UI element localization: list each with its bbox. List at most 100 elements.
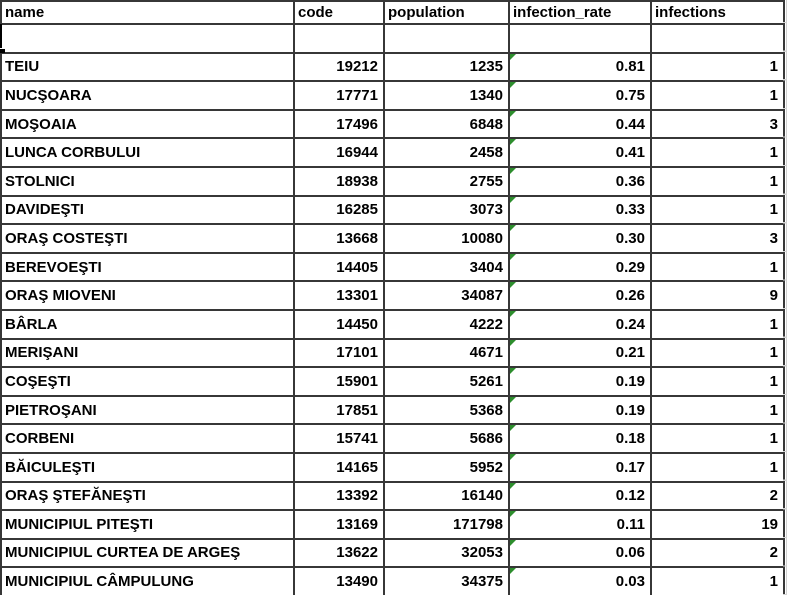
cell-population[interactable]: 34087 <box>383 280 510 311</box>
cell-code[interactable]: 19212 <box>293 51 385 83</box>
cell-name[interactable]: BĂICULEŞTI <box>0 451 295 483</box>
cell-infection-rate[interactable]: 0.19 <box>508 366 652 397</box>
cell-name[interactable]: STOLNICI <box>0 165 295 197</box>
cell-code[interactable]: 14165 <box>293 451 385 483</box>
cell-infection-rate[interactable]: 0.12 <box>508 480 652 512</box>
cell-infection-rate[interactable]: 0.30 <box>508 223 652 254</box>
cell-infections[interactable]: 1 <box>650 566 785 595</box>
cell-name[interactable]: ORAŞ COSTEŞTI <box>0 223 295 254</box>
cell-code[interactable]: 13169 <box>293 509 385 540</box>
cell-population[interactable]: 5368 <box>383 394 510 426</box>
cell-infections[interactable]: 1 <box>650 451 785 483</box>
cell-name[interactable]: ORAŞ MIOVENI <box>0 280 295 311</box>
cell-infections[interactable]: 1 <box>650 308 785 340</box>
cell-population[interactable]: 3073 <box>383 194 510 226</box>
cell-name[interactable]: PIETROŞANI <box>0 394 295 426</box>
cell-population[interactable]: 10080 <box>383 223 510 254</box>
cell-infections[interactable]: 1 <box>650 251 785 283</box>
cell-name[interactable]: NUCŞOARA <box>0 80 295 111</box>
cell-infection-rate[interactable]: 0.36 <box>508 165 652 197</box>
cell-population[interactable]: 32053 <box>383 537 510 569</box>
cell-population[interactable]: 1340 <box>383 80 510 111</box>
cell-infection-rate[interactable]: 0.44 <box>508 108 652 140</box>
cell-infections[interactable]: 1 <box>650 394 785 426</box>
cell-code[interactable]: 17771 <box>293 80 385 111</box>
cell-infection-rate[interactable]: 0.17 <box>508 451 652 483</box>
cell-infections[interactable]: 1 <box>650 80 785 111</box>
cell-name[interactable]: LUNCA CORBULUI <box>0 137 295 168</box>
column-header-infections[interactable]: infections <box>650 0 785 25</box>
cell-code[interactable]: 17101 <box>293 337 385 369</box>
cell-name[interactable]: DAVIDEŞTI <box>0 194 295 226</box>
cell-empty[interactable] <box>383 23 510 54</box>
cell-empty[interactable] <box>650 23 785 54</box>
cell-population[interactable]: 6848 <box>383 108 510 140</box>
column-header-code[interactable]: code <box>293 0 385 25</box>
cell-infections[interactable]: 2 <box>650 480 785 512</box>
cell-code[interactable]: 15901 <box>293 366 385 397</box>
column-header-name[interactable]: name <box>0 0 295 25</box>
cell-infections[interactable]: 19 <box>650 509 785 540</box>
cell-code[interactable]: 16944 <box>293 137 385 168</box>
cell-name[interactable]: ORAŞ ŞTEFĂNEŞTI <box>0 480 295 512</box>
cell-infection-rate[interactable]: 0.19 <box>508 394 652 426</box>
cell-infection-rate[interactable]: 0.75 <box>508 80 652 111</box>
cell-infections[interactable]: 3 <box>650 108 785 140</box>
cell-population[interactable]: 171798 <box>383 509 510 540</box>
cell-infection-rate[interactable]: 0.81 <box>508 51 652 83</box>
column-header-population[interactable]: population <box>383 0 510 25</box>
cell-code[interactable]: 13490 <box>293 566 385 595</box>
cell-empty[interactable] <box>293 23 385 54</box>
cell-code[interactable]: 13622 <box>293 537 385 569</box>
cell-name[interactable]: BÂRLA <box>0 308 295 340</box>
cell-infection-rate[interactable]: 0.26 <box>508 280 652 311</box>
cell-empty[interactable] <box>0 23 295 54</box>
cell-infection-rate[interactable]: 0.18 <box>508 423 652 454</box>
cell-empty[interactable] <box>508 23 652 54</box>
cell-name[interactable]: MOŞOAIA <box>0 108 295 140</box>
cell-population[interactable]: 5261 <box>383 366 510 397</box>
cell-name[interactable]: MUNICIPIUL CURTEA DE ARGEŞ <box>0 537 295 569</box>
cell-infection-rate[interactable]: 0.21 <box>508 337 652 369</box>
cell-name[interactable]: COŞEŞTI <box>0 366 295 397</box>
cell-infections[interactable]: 1 <box>650 337 785 369</box>
cell-population[interactable]: 4222 <box>383 308 510 340</box>
cell-infections[interactable]: 1 <box>650 366 785 397</box>
cell-population[interactable]: 16140 <box>383 480 510 512</box>
column-header-infection-rate[interactable]: infection_rate <box>508 0 652 25</box>
cell-infections[interactable]: 1 <box>650 165 785 197</box>
cell-infection-rate[interactable]: 0.06 <box>508 537 652 569</box>
cell-population[interactable]: 5952 <box>383 451 510 483</box>
cell-name[interactable]: MERIŞANI <box>0 337 295 369</box>
cell-code[interactable]: 13301 <box>293 280 385 311</box>
cell-population[interactable]: 4671 <box>383 337 510 369</box>
cell-infections[interactable]: 9 <box>650 280 785 311</box>
cell-code[interactable]: 13392 <box>293 480 385 512</box>
cell-infections[interactable]: 2 <box>650 537 785 569</box>
cell-population[interactable]: 5686 <box>383 423 510 454</box>
cell-population[interactable]: 2458 <box>383 137 510 168</box>
cell-infection-rate[interactable]: 0.41 <box>508 137 652 168</box>
cell-population[interactable]: 2755 <box>383 165 510 197</box>
cell-code[interactable]: 13668 <box>293 223 385 254</box>
cell-infection-rate[interactable]: 0.11 <box>508 509 652 540</box>
cell-code[interactable]: 16285 <box>293 194 385 226</box>
cell-name[interactable]: MUNICIPIUL PITEŞTI <box>0 509 295 540</box>
cell-name[interactable]: CORBENI <box>0 423 295 454</box>
cell-infections[interactable]: 1 <box>650 194 785 226</box>
cell-code[interactable]: 18938 <box>293 165 385 197</box>
cell-code[interactable]: 17851 <box>293 394 385 426</box>
cell-name[interactable]: BEREVOEŞTI <box>0 251 295 283</box>
fill-handle[interactable] <box>0 48 5 53</box>
cell-population[interactable]: 34375 <box>383 566 510 595</box>
cell-infections[interactable]: 3 <box>650 223 785 254</box>
cell-population[interactable]: 3404 <box>383 251 510 283</box>
cell-infections[interactable]: 1 <box>650 423 785 454</box>
cell-code[interactable]: 14450 <box>293 308 385 340</box>
cell-infection-rate[interactable]: 0.33 <box>508 194 652 226</box>
cell-population[interactable]: 1235 <box>383 51 510 83</box>
cell-code[interactable]: 15741 <box>293 423 385 454</box>
cell-infections[interactable]: 1 <box>650 137 785 168</box>
cell-infection-rate[interactable]: 0.24 <box>508 308 652 340</box>
cell-name[interactable]: MUNICIPIUL CÂMPULUNG <box>0 566 295 595</box>
